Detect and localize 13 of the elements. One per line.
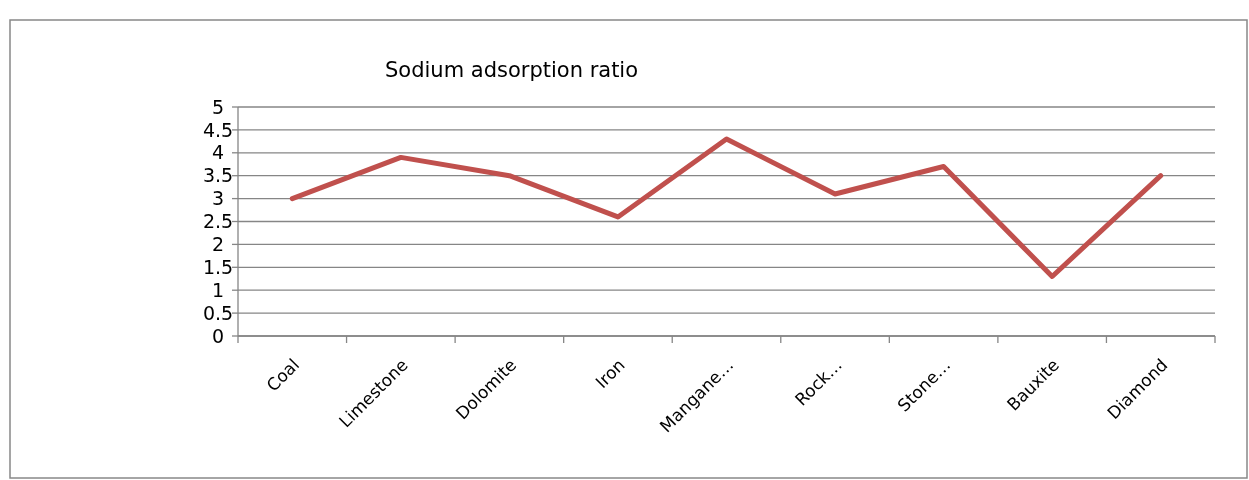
y-tick-label: 4 [211, 141, 225, 164]
y-tick-label: 2.5 [202, 210, 234, 233]
y-tick-label: 0 [211, 324, 225, 347]
y-tick-label: 5 [211, 95, 225, 118]
y-tick-label: 2 [211, 233, 225, 256]
chart-title: Sodium adsorption ratio [385, 58, 639, 82]
y-tick-label: 3.5 [202, 164, 234, 187]
y-tick-label: 1.5 [202, 255, 234, 278]
y-tick-label: 1 [211, 278, 225, 301]
y-tick-label: 3 [211, 187, 225, 210]
y-tick-label: 4.5 [202, 118, 234, 141]
y-tick-label: 0.5 [202, 301, 234, 324]
x-tick-label: Iron [591, 354, 629, 393]
